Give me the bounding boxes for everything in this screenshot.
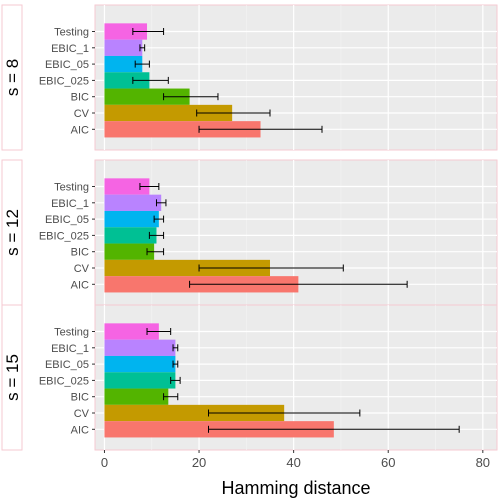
y-tick-label: BIC xyxy=(71,247,89,259)
facet-panel: s = 15 Testing EBIC_1 EBIC_05 EBIC_025 BIC CV A… xyxy=(1,304,498,451)
bar-cv xyxy=(104,104,233,122)
y-tick-label: AIC xyxy=(71,424,89,436)
y-tick-label: EBIC_1 xyxy=(51,198,89,210)
y-tick-label: AIC xyxy=(71,124,89,136)
bar-ebic_025 xyxy=(104,72,150,89)
y-tick-label: EBIC_05 xyxy=(45,359,89,371)
y-tick-label: EBIC_1 xyxy=(51,43,89,55)
bar-cv xyxy=(104,259,270,277)
facet-label: s = 8 xyxy=(3,59,22,96)
facet-panel: s = 8 Testing EBIC_1 EBIC_05 EBIC_025 BIC CV AI… xyxy=(1,4,498,151)
facet-panel: s = 12 Testing EBIC_1 EBIC_05 EBIC_025 BIC CV A… xyxy=(1,159,498,306)
y-tick-label: AIC xyxy=(71,279,89,291)
x-tick-label: 80 xyxy=(476,455,490,470)
y-tick-label: EBIC_05 xyxy=(45,59,89,71)
y-tick-label: Testing xyxy=(54,327,89,339)
bar-ebic_1 xyxy=(104,339,176,356)
bar-testing xyxy=(104,23,148,40)
y-tick-label: EBIC_1 xyxy=(51,343,89,355)
y-tick-label: Testing xyxy=(54,27,89,39)
x-tick-label: 60 xyxy=(381,455,395,470)
y-tick-label: BIC xyxy=(71,92,89,104)
bar-ebic_1 xyxy=(104,194,162,211)
y-tick-label: EBIC_05 xyxy=(45,214,89,226)
bar-testing xyxy=(104,323,159,340)
bar-ebic_1 xyxy=(104,39,143,56)
bar-bic xyxy=(104,388,169,405)
y-tick-label: EBIC_025 xyxy=(39,230,89,242)
x-tick-label: 0 xyxy=(101,455,108,470)
bar-aic xyxy=(104,121,261,138)
y-tick-label: Testing xyxy=(54,182,89,194)
bar-ebic_05 xyxy=(104,210,159,228)
y-tick-label: BIC xyxy=(71,392,89,404)
y-tick-label: EBIC_025 xyxy=(39,375,89,387)
y-tick-label: CV xyxy=(74,108,90,120)
facet-label: s = 15 xyxy=(3,354,22,401)
facet-strip xyxy=(1,4,23,151)
bar-ebic_05 xyxy=(104,355,176,373)
y-tick-label: CV xyxy=(74,263,90,275)
x-axis-title: Hamming distance xyxy=(221,478,370,498)
bar-ebic_025 xyxy=(104,372,176,389)
bar-bic xyxy=(104,88,190,105)
y-tick-label: CV xyxy=(74,408,90,420)
bar-testing xyxy=(104,178,150,195)
bar-cv xyxy=(104,404,285,422)
bar-bic xyxy=(104,243,155,260)
bar-ebic_05 xyxy=(104,55,143,73)
x-tick-label: 40 xyxy=(286,455,300,470)
bar-ebic_025 xyxy=(104,227,157,244)
facet-label: s = 12 xyxy=(3,209,22,256)
facet-strip xyxy=(1,304,23,451)
x-tick-label: 20 xyxy=(192,455,206,470)
y-tick-label: EBIC_025 xyxy=(39,75,89,87)
